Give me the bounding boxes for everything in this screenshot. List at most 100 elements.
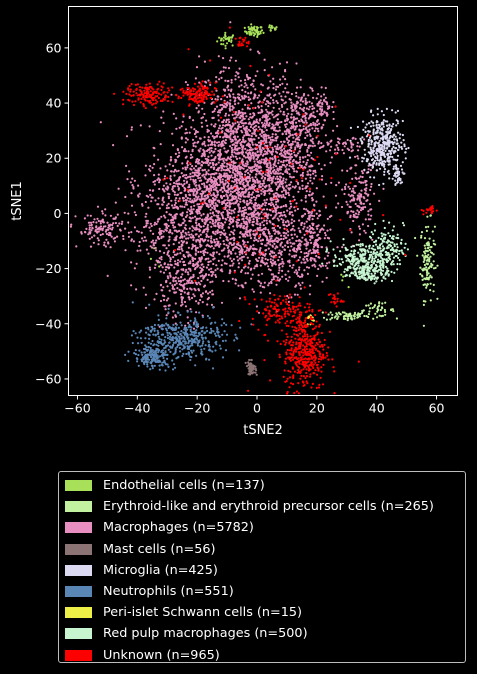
data-point: [106, 274, 109, 277]
data-point: [251, 251, 254, 255]
data-point: [299, 103, 302, 106]
data-point: [282, 193, 285, 197]
data-point: [189, 260, 192, 263]
data-point: [278, 255, 281, 259]
data-point: [207, 136, 210, 139]
data-point: [240, 119, 243, 122]
data-point: [272, 166, 275, 169]
data-point: [196, 130, 199, 134]
data-point: [177, 169, 180, 172]
data-point: [249, 129, 252, 132]
data-point: [185, 203, 189, 206]
data-point: [189, 178, 192, 181]
data-point: [314, 122, 317, 125]
data-point: [225, 42, 229, 45]
data-point: [207, 144, 210, 147]
data-point: [324, 86, 327, 90]
data-point: [239, 198, 242, 201]
data-point: [218, 172, 221, 175]
data-point: [367, 213, 370, 216]
data-point: [104, 245, 107, 248]
data-point: [297, 136, 300, 139]
data-point: [337, 311, 340, 314]
data-point: [337, 140, 340, 144]
data-point: [201, 116, 205, 119]
data-point: [207, 195, 210, 198]
data-point: [245, 30, 248, 33]
data-point: [277, 162, 280, 165]
data-point: [208, 178, 211, 181]
data-point: [234, 282, 237, 285]
data-point: [316, 127, 319, 130]
data-point: [206, 303, 209, 306]
data-point: [88, 237, 91, 240]
data-point: [391, 308, 394, 311]
data-point: [218, 109, 221, 112]
data-point: [222, 168, 225, 171]
data-point: [266, 87, 269, 90]
data-point: [187, 208, 190, 211]
data-point: [278, 107, 281, 110]
data-point: [354, 212, 358, 215]
data-point: [242, 184, 245, 187]
data-point: [320, 86, 323, 89]
data-point: [304, 136, 307, 140]
data-point: [281, 275, 284, 278]
data-point: [214, 233, 217, 236]
data-point: [128, 170, 131, 173]
data-point: [200, 163, 203, 167]
data-point: [141, 203, 144, 206]
data-point: [345, 200, 348, 203]
data-point: [288, 98, 291, 101]
data-point: [252, 244, 255, 247]
data-point: [160, 258, 163, 261]
data-point: [259, 239, 262, 242]
data-point: [305, 208, 308, 211]
data-point: [421, 275, 424, 278]
data-point: [267, 101, 270, 104]
data-point: [201, 219, 204, 223]
data-point: [277, 230, 280, 233]
data-point: [241, 214, 244, 217]
data-point: [309, 238, 312, 241]
data-point: [218, 218, 221, 221]
data-point: [304, 200, 307, 203]
data-point: [175, 170, 178, 173]
data-point: [206, 292, 210, 295]
data-point: [210, 185, 213, 188]
data-point: [429, 246, 432, 249]
data-point: [290, 176, 293, 179]
data-point: [214, 221, 217, 224]
data-point: [284, 196, 287, 199]
data-point: [337, 181, 340, 184]
data-point: [258, 217, 261, 220]
data-point: [192, 208, 195, 211]
data-point: [231, 248, 234, 251]
data-point: [209, 162, 212, 165]
data-point: [218, 183, 221, 187]
data-point: [197, 177, 200, 180]
data-point: [149, 229, 152, 232]
data-point: [274, 170, 278, 173]
data-point: [252, 215, 255, 218]
data-point: [205, 273, 208, 276]
data-point: [306, 182, 310, 185]
data-point: [224, 31, 227, 34]
data-point: [341, 148, 344, 152]
data-point: [276, 181, 279, 184]
data-point: [291, 266, 294, 269]
data-point: [214, 224, 217, 227]
data-point: [352, 213, 355, 216]
data-point: [316, 238, 319, 241]
data-point: [292, 195, 295, 198]
data-point: [183, 205, 186, 209]
data-point: [214, 177, 217, 180]
data-point: [423, 244, 426, 247]
data-point: [310, 230, 313, 233]
data-point: [272, 101, 275, 104]
data-point: [374, 312, 377, 315]
data-point: [169, 282, 172, 285]
data-point: [352, 194, 355, 197]
data-point: [312, 245, 316, 248]
data-point: [315, 254, 318, 258]
